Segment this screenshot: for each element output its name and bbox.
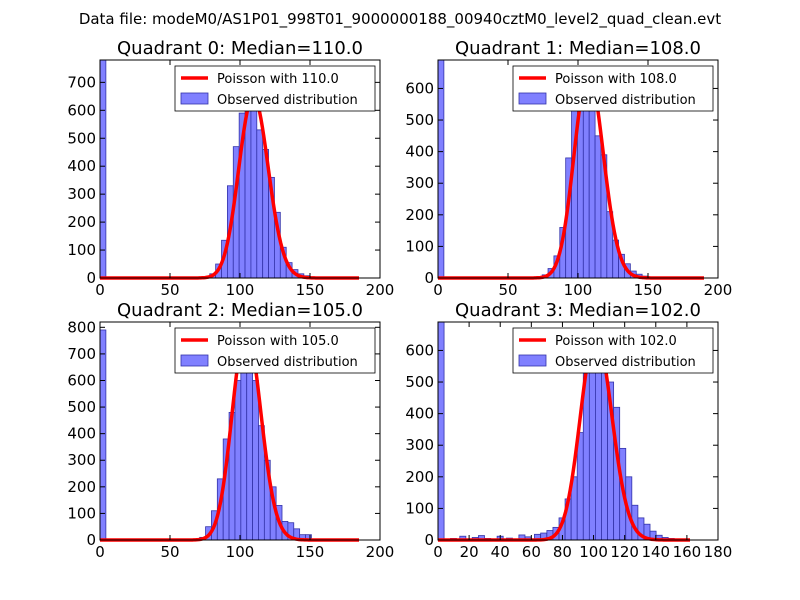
y-tick-label: 400: [67, 425, 96, 443]
x-tick-label: 0: [433, 281, 443, 299]
y-tick-label: 200: [405, 468, 434, 486]
x-tick-label: 150: [296, 281, 325, 299]
y-tick-label: 300: [405, 174, 434, 192]
x-tick-label: 160: [673, 543, 702, 561]
histogram-bar: [99, 329, 107, 541]
legend-bars-label: Observed distribution: [217, 93, 358, 108]
x-tick-label: 0: [95, 281, 105, 299]
x-tick-label: 200: [366, 281, 395, 299]
panel-quadrant-0: Quadrant 0: Median=110.0 0 50 100 150 200 0 10…: [67, 38, 394, 299]
y-tick-label: 500: [405, 111, 434, 129]
y-tick-label: 0: [86, 269, 96, 287]
y-tick-label: 100: [67, 504, 96, 522]
legend-bars-swatch: [180, 92, 209, 105]
panel-quadrant-2: Quadrant 2: Median=105.0 0 50 100 150 200 0 10…: [67, 300, 394, 561]
y-tick-label: 200: [67, 478, 96, 496]
y-tick-label: 100: [67, 241, 96, 259]
histogram-bar: [437, 59, 445, 279]
y-tick-label: 100: [405, 499, 434, 517]
y-tick-label: 300: [405, 436, 434, 454]
x-tick-label: 200: [704, 281, 733, 299]
x-tick-label: 180: [704, 543, 733, 561]
x-tick-label: 100: [226, 543, 255, 561]
x-tick-label: 150: [296, 543, 325, 561]
legend-line-label: Poisson with 110.0: [217, 72, 339, 87]
y-tick-label: 500: [405, 373, 434, 391]
y-tick-label: 600: [67, 101, 96, 119]
y-tick-label: 600: [405, 79, 434, 97]
x-tick-label: 120: [610, 543, 639, 561]
x-tick-label: 50: [160, 543, 179, 561]
y-tick-label: 0: [424, 531, 434, 549]
histogram-bar: [588, 100, 596, 279]
y-tick-label: 600: [67, 371, 96, 389]
legend-line-label: Poisson with 108.0: [555, 72, 677, 87]
y-tick-label: 300: [67, 185, 96, 203]
x-tick-label: 50: [498, 281, 517, 299]
legend-bars-label: Observed distribution: [217, 355, 358, 370]
y-tick-label: 300: [67, 451, 96, 469]
legend-line-label: Poisson with 102.0: [555, 334, 677, 349]
x-tick-label: 80: [553, 543, 572, 561]
x-tick-label: 100: [226, 281, 255, 299]
y-tick-label: 400: [405, 143, 434, 161]
x-tick-label: 200: [366, 543, 395, 561]
legend-bars-swatch: [518, 354, 547, 367]
y-tick-label: 100: [405, 237, 434, 255]
figure-suptitle: Data file: modeM0/AS1P01_998T01_90000001…: [79, 10, 721, 29]
y-tick-label: 500: [67, 398, 96, 416]
x-tick-label: 20: [460, 543, 479, 561]
y-tick-label: 200: [67, 213, 96, 231]
histogram-bar: [576, 432, 584, 541]
y-tick-label: 500: [67, 129, 96, 147]
legend-bars-label: Observed distribution: [555, 93, 696, 108]
x-tick-label: 60: [522, 543, 541, 561]
panel-title: Quadrant 0: Median=110.0: [117, 38, 363, 59]
histogram-bar: [252, 380, 259, 541]
y-tick-label: 0: [86, 531, 96, 549]
histogram-bar: [234, 380, 242, 541]
y-tick-label: 800: [67, 318, 96, 336]
y-tick-label: 200: [405, 206, 434, 224]
histogram-bar: [256, 129, 264, 279]
x-tick-label: 140: [641, 543, 670, 561]
y-tick-label: 700: [67, 73, 96, 91]
x-tick-label: 100: [564, 281, 593, 299]
legend-bars-swatch: [180, 354, 209, 367]
histogram-bar: [99, 59, 107, 279]
legend-line-label: Poisson with 105.0: [217, 334, 339, 349]
histogram-bar: [437, 321, 445, 541]
x-tick-label: 0: [433, 543, 443, 561]
panel-quadrant-1: Quadrant 1: Median=108.0 0 50 100 150 200 0 10…: [405, 38, 732, 299]
histogram-bar: [250, 93, 258, 279]
legend-bars-label: Observed distribution: [555, 355, 696, 370]
panel-quadrant-3: Quadrant 3: Median=102.0 0 20 40 60 80 100 120…: [405, 300, 732, 561]
y-tick-label: 0: [424, 269, 434, 287]
x-tick-label: 150: [634, 281, 663, 299]
y-tick-label: 700: [67, 345, 96, 363]
panel-title: Quadrant 1: Median=108.0: [455, 38, 701, 59]
y-tick-label: 400: [405, 405, 434, 423]
x-tick-label: 0: [95, 543, 105, 561]
y-tick-label: 600: [405, 341, 434, 359]
x-tick-label: 100: [579, 543, 608, 561]
histogram-bar: [594, 135, 602, 279]
x-tick-label: 40: [491, 543, 510, 561]
x-tick-label: 50: [160, 281, 179, 299]
y-tick-label: 400: [67, 157, 96, 175]
panel-title: Quadrant 3: Median=102.0: [455, 300, 701, 321]
panel-title: Quadrant 2: Median=105.0: [117, 300, 363, 321]
legend-bars-swatch: [518, 92, 547, 105]
axes-frame: [437, 321, 719, 541]
